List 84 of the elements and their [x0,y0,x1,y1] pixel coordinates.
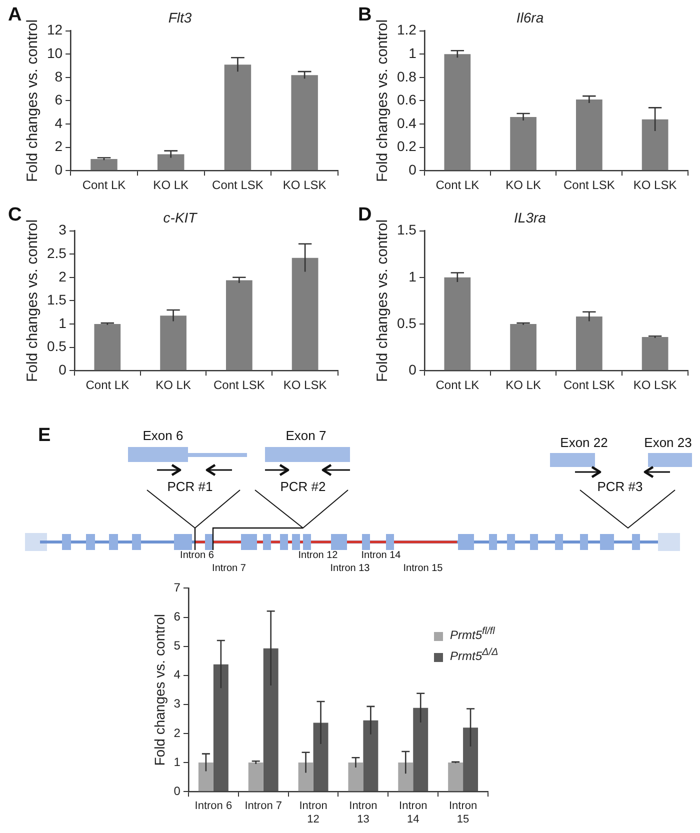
text: B [358,4,372,26]
y-tick-label: 0 [174,784,181,798]
text: Intron 7 [212,563,246,575]
y-tick-label: 1.5 [396,222,417,238]
y-tick-label: 7 [174,580,181,595]
y-tick-label: 0.5 [46,338,67,354]
y-tick-label: 0 [408,361,417,378]
text: Exon 22 [560,435,608,450]
y-tick-label: 5 [174,638,181,653]
y-tick-label: 1 [408,268,417,284]
y-tick-label: 2.5 [46,244,67,261]
y-tick-label: 3 [174,696,181,711]
text: A [8,4,22,26]
y-tick-label: 6 [174,610,181,624]
text: D [358,204,372,226]
y-tick-label: 2 [58,268,67,284]
y-axis-title: Fold changes vs. control [374,219,392,382]
y-tick-label: 1.2 [396,22,417,38]
y-tick-label: 8 [54,68,63,84]
x-tick-label: Cont LK [436,178,480,192]
y-tick-label: 0.4 [396,114,417,131]
x-tick-label: KO LK [153,178,189,192]
y-axis-title: Fold changes vs. control [24,219,42,382]
y-tick-label: 0.2 [396,138,417,154]
y-tick-label: 0 [54,161,63,178]
y-tick-label: 1 [58,314,67,331]
y-tick-label: 2 [54,138,63,154]
text: Intron 14 [361,550,401,562]
x-tick-label: KO LK [156,378,191,392]
x-tick-label: Cont LSK [213,378,265,392]
y-axis-title: Fold changes vs. control [374,19,392,182]
x-tick-label: Intron 15 [448,800,478,826]
y-tick-label: 0.6 [396,92,417,108]
x-tick-label: Cont LSK [212,178,264,192]
y-tick-label: 0.8 [396,68,417,84]
x-tick-label: Cont LSK [563,178,615,192]
x-tick-label: Intron 14 [399,800,428,826]
y-tick-label: 2 [174,726,181,740]
text: Intron 15 [403,563,443,575]
y-tick-label: 4 [54,114,63,131]
y-tick-label: 1.5 [46,292,67,308]
x-tick-label: Cont LK [82,178,126,192]
text: PCR #3 [597,479,643,494]
y-tick-label: 0 [58,361,67,378]
x-tick-label: KO LK [506,378,541,392]
x-tick-label: Intron 7 [244,800,282,812]
text: Intron 12 [298,550,338,562]
y-tick-label: 1 [174,754,181,769]
x-tick-label: KO LSK [282,178,326,192]
text: Intron 6 [180,550,214,562]
text: Intron 13 [330,563,370,575]
text: Exon 6 [142,428,184,443]
x-tick-label: Cont LK [436,378,480,392]
y-tick-label: 3 [58,222,67,238]
chart-title: IL3ra [514,209,546,226]
x-tick-label: Intron 13 [349,800,378,826]
y-tick-label: 1 [408,44,417,61]
legend-label: Prmt5$^{fl/fl}$ [450,626,495,642]
y-tick-label: 6 [54,92,63,108]
y-axis-title: Fold changes vs. control [24,19,42,182]
text: PCR #2 [280,479,326,494]
y-tick-label: 12 [46,22,63,38]
y-tick-label: 0 [408,161,417,178]
legend-label: Prmt5$^{Δ/Δ}$ [450,647,498,664]
chart-title: Il6ra [516,9,544,26]
text: Exon 7 [286,428,326,443]
x-tick-label: Cont LK [86,378,130,392]
text: E [38,425,51,447]
x-tick-label: KO LSK [633,178,677,192]
x-tick-label: KO LSK [633,378,677,392]
text: Exon 23 [644,435,692,450]
text: PCR #1 [167,479,213,494]
x-tick-label: Cont LSK [563,378,615,392]
chart-title: c-KIT [163,209,198,226]
y-axis-title: Fold changes vs. control [151,614,168,766]
x-tick-label: KO LK [506,178,541,192]
x-tick-label: Intron 6 [194,800,232,812]
y-tick-label: 10 [46,44,63,61]
text: C [8,204,22,226]
chart-title: Flt3 [168,9,192,26]
y-tick-label: 4 [174,668,181,682]
x-tick-label: KO LSK [283,378,327,392]
y-tick-label: 0.5 [396,314,417,331]
x-tick-label: Intron 12 [299,800,328,826]
